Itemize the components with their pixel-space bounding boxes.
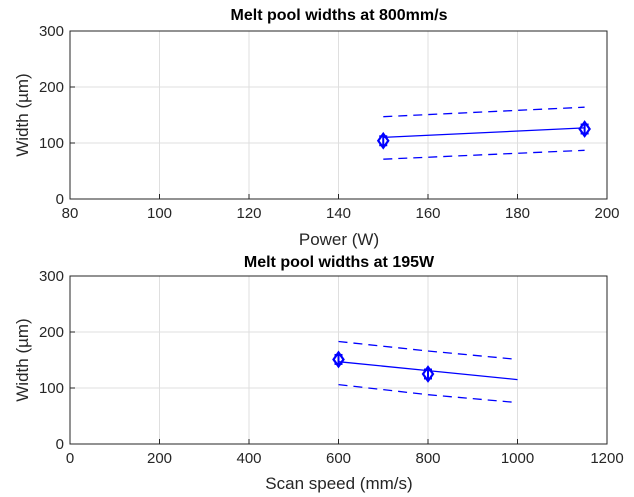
y-tick-label: 0 bbox=[56, 436, 64, 453]
y-tick-label: 300 bbox=[39, 268, 64, 285]
x-axis-label: Power (W) bbox=[299, 230, 379, 249]
y-tick-label: 0 bbox=[56, 191, 64, 208]
bound-line bbox=[338, 340, 518, 361]
x-tick-label: 600 bbox=[326, 450, 351, 467]
x-tick-label: 80 bbox=[62, 205, 79, 222]
bound-line bbox=[383, 106, 585, 118]
x-tick-label: 1200 bbox=[590, 450, 623, 467]
x-tick-label: 200 bbox=[594, 205, 619, 222]
chart-power: 80 100 120 140 160 180 200 0 100 200 300 Melt pool… bbox=[13, 7, 620, 249]
x-tick-label: 120 bbox=[236, 205, 261, 222]
data-point bbox=[421, 365, 435, 383]
x-tick-label: 1000 bbox=[501, 450, 534, 467]
data-point bbox=[578, 120, 591, 138]
chart-title: Melt pool widths at 800mm/s bbox=[231, 7, 448, 24]
fit-line bbox=[383, 127, 585, 139]
data-point bbox=[376, 131, 390, 150]
y-tick-label: 100 bbox=[39, 135, 64, 152]
y-tick-label: 300 bbox=[39, 23, 64, 40]
y-axis-label: Width (µm) bbox=[13, 318, 32, 401]
chart-scan-speed: 0 200 400 600 800 1000 1200 0 100 200 300 Melt poo… bbox=[13, 254, 624, 493]
x-axis-label: Scan speed (mm/s) bbox=[265, 474, 412, 493]
y-tick-label: 100 bbox=[39, 380, 64, 397]
x-tick-label: 200 bbox=[147, 450, 172, 467]
x-tick-label: 800 bbox=[415, 450, 440, 467]
y-tick-label: 200 bbox=[39, 324, 64, 341]
chart-title: Melt pool widths at 195W bbox=[244, 254, 435, 271]
bound-line bbox=[383, 149, 585, 160]
x-tick-label: 140 bbox=[326, 205, 351, 222]
y-tick-label: 200 bbox=[39, 79, 64, 96]
axes-box bbox=[69, 275, 608, 445]
bound-line bbox=[338, 383, 518, 404]
axes-box bbox=[69, 30, 608, 200]
y-axis-label: Width (µm) bbox=[13, 73, 32, 156]
x-tick-label: 100 bbox=[147, 205, 172, 222]
x-tick-label: 180 bbox=[505, 205, 530, 222]
x-tick-label: 0 bbox=[66, 450, 74, 467]
x-tick-label: 400 bbox=[236, 450, 261, 467]
x-tick-label: 160 bbox=[415, 205, 440, 222]
data-point bbox=[332, 350, 345, 369]
